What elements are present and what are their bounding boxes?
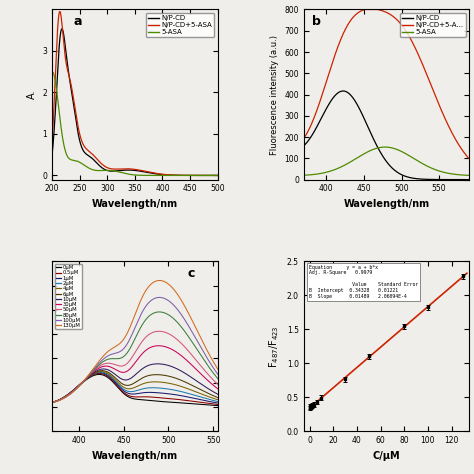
X-axis label: Wavelength/nm: Wavelength/nm: [92, 199, 178, 209]
Y-axis label: A.: A.: [27, 90, 37, 99]
X-axis label: C/μM: C/μM: [373, 451, 401, 461]
Legend: N/P-CD, N/P-CD+5-A..., 5-ASA: N/P-CD, N/P-CD+5-A..., 5-ASA: [401, 13, 466, 37]
Legend: N/P-CD, N/P-CD+5-ASA, 5-ASA: N/P-CD, N/P-CD+5-ASA, 5-ASA: [146, 13, 214, 37]
Y-axis label: Fluorescence intensity (a.u.): Fluorescence intensity (a.u.): [270, 35, 279, 155]
Text: b: b: [312, 15, 321, 28]
Y-axis label: F$_{487}$/F$_{423}$: F$_{487}$/F$_{423}$: [267, 325, 281, 367]
Text: c: c: [188, 266, 195, 280]
X-axis label: Wavelength/nm: Wavelength/nm: [344, 199, 429, 209]
Text: Equation     y = a + b*x
Adj. R-Square   0.9979

               Value    Standar: Equation y = a + b*x Adj. R-Square 0.997…: [309, 264, 418, 299]
Legend: 0μM, 0.5μM, 1μM, 2μM, 4μM, 6μM, 10μM, 30μM, 50μM, 80μM, 100μM, 130μM: 0μM, 0.5μM, 1μM, 2μM, 4μM, 6μM, 10μM, 30…: [55, 264, 82, 329]
X-axis label: Wavelength/nm: Wavelength/nm: [92, 451, 178, 461]
Text: a: a: [73, 15, 82, 28]
